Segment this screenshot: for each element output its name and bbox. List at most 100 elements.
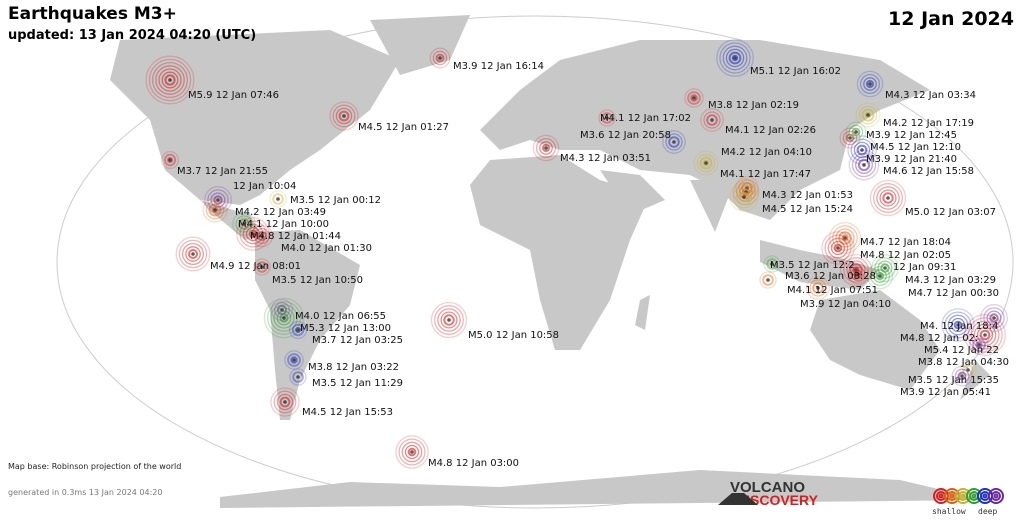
quake-label[interactable]: M3.6 12 Jan 08:28 — [785, 271, 877, 282]
quake-marker[interactable] — [232, 212, 256, 236]
quake-label[interactable]: M4.8 12 Jan 02: — [900, 333, 979, 344]
quake-marker[interactable] — [204, 186, 232, 214]
quake-marker[interactable] — [269, 190, 287, 208]
quake-marker[interactable] — [429, 47, 451, 69]
quake-marker[interactable] — [700, 108, 724, 132]
quake-marker[interactable] — [288, 320, 308, 340]
quake-marker[interactable] — [856, 70, 884, 98]
quake-marker[interactable] — [175, 236, 211, 272]
quake-label[interactable]: M5.0 12 Jan 03:07 — [905, 207, 997, 218]
quake-label[interactable]: M5.9 12 Jan 07:46 — [188, 90, 280, 101]
quake-label[interactable]: 12 Jan 10:04 — [233, 181, 297, 192]
quake-marker[interactable] — [869, 179, 907, 217]
quake-marker[interactable] — [145, 55, 195, 105]
quake-marker[interactable] — [202, 197, 228, 223]
quake-label[interactable]: M3.5 12 Jan 12:2 — [770, 260, 855, 271]
quake-label[interactable]: M4.3 12 Jan 03:34 — [885, 90, 977, 101]
quake-label[interactable]: M5.4 12 Jan 22 — [924, 345, 999, 356]
quake-label[interactable]: M4.5 12 Jan 12:10 — [870, 142, 962, 153]
quake-label[interactable]: M3.9 12 Jan 04:10 — [800, 299, 892, 310]
quake-label[interactable]: M4.1 12 Jan 07:51 — [787, 285, 879, 296]
quake-marker[interactable] — [662, 130, 686, 154]
quake-label[interactable]: M4.2 12 Jan 17:19 — [883, 118, 975, 129]
quake-label[interactable]: M4.3 12 Jan 01:53 — [762, 190, 854, 201]
quake-marker[interactable] — [684, 88, 704, 108]
quake-marker[interactable] — [270, 387, 300, 417]
quake-marker[interactable] — [828, 221, 862, 255]
quake-label[interactable]: M5.1 12 Jan 16:02 — [750, 66, 842, 77]
quake-label[interactable]: M4.3 12 Jan 03:29 — [905, 275, 997, 286]
quake-label[interactable]: M4.6 12 Jan 15:58 — [883, 166, 975, 177]
quake-label[interactable]: M4.8 12 Jan 03:00 — [428, 458, 520, 469]
quake-marker[interactable] — [821, 231, 855, 265]
quake-marker[interactable] — [866, 262, 894, 290]
quake-marker[interactable] — [289, 368, 307, 386]
quake-marker[interactable] — [430, 301, 468, 339]
quake-label[interactable]: M4.5 12 Jan 15:53 — [302, 407, 394, 418]
quake-label[interactable]: M3.8 12 Jan 04:30 — [918, 357, 1010, 368]
quake-marker[interactable] — [253, 258, 271, 276]
quake-marker[interactable] — [395, 435, 429, 469]
quake-marker[interactable] — [839, 127, 861, 149]
quake-marker[interactable] — [959, 361, 977, 379]
volcano-discovery-logo[interactable]: VOLCANO DISCOVERY — [718, 480, 818, 507]
quake-label[interactable]: 12 Jan 09:31 — [893, 262, 957, 273]
quake-label[interactable]: M4.1 12 Jan 17:02 — [600, 113, 692, 124]
quake-marker[interactable] — [845, 121, 867, 143]
quake-label[interactable]: M4.2 12 Jan 03:49 — [235, 207, 327, 218]
quake-label[interactable]: M3.7 12 Jan 21:55 — [177, 166, 269, 177]
quake-label[interactable]: M4. 12 Jan 18:4 — [920, 321, 999, 332]
quake-marker[interactable] — [759, 271, 777, 289]
quake-marker[interactable] — [263, 297, 305, 339]
quake-label[interactable]: M3.9 12 Jan 12:45 — [866, 130, 958, 141]
quake-marker[interactable] — [716, 39, 754, 77]
quake-label[interactable]: M4.8 12 Jan 02:05 — [860, 250, 952, 261]
quake-label[interactable]: M4.1 12 Jan 17:47 — [720, 169, 812, 180]
quake-marker[interactable] — [941, 308, 975, 342]
quake-label[interactable]: M5.0 12 Jan 10:58 — [468, 330, 560, 341]
quake-marker[interactable] — [951, 365, 973, 387]
quake-marker[interactable] — [847, 263, 869, 285]
quake-label[interactable]: M3.5 12 Jan 10:50 — [272, 275, 364, 286]
quake-label[interactable]: M3.9 12 Jan 05:41 — [900, 387, 992, 398]
quake-label[interactable]: M4.3 12 Jan 03:51 — [560, 153, 652, 164]
quake-marker[interactable] — [806, 276, 830, 300]
quake-label[interactable]: M4.1 12 Jan 02:26 — [725, 125, 817, 136]
quake-label[interactable]: M3.5 12 Jan 00:12 — [290, 195, 382, 206]
quake-label[interactable]: M4.0 12 Jan 01:30 — [281, 243, 373, 254]
quake-label[interactable]: M4.5 12 Jan 15:24 — [762, 204, 854, 215]
quake-marker[interactable] — [855, 102, 881, 128]
quake-marker[interactable] — [284, 350, 304, 370]
quake-label[interactable]: M3.6 12 Jan 20:58 — [580, 130, 672, 141]
quake-label[interactable]: M4.8 12 Jan 01:44 — [250, 231, 342, 242]
quake-label[interactable]: M3.7 12 Jan 03:25 — [312, 335, 404, 346]
quake-marker[interactable] — [969, 335, 989, 355]
quake-marker[interactable] — [964, 314, 1006, 356]
quake-marker[interactable] — [329, 101, 359, 131]
quake-marker[interactable] — [250, 224, 274, 248]
quake-label[interactable]: M4.9 12 Jan 08:01 — [210, 261, 302, 272]
quake-marker[interactable] — [532, 134, 560, 162]
quake-label[interactable]: M3.8 12 Jan 03:22 — [308, 362, 400, 373]
quake-label[interactable]: M4.5 12 Jan 01:27 — [358, 122, 450, 133]
quake-label[interactable]: M3.9 12 Jan 21:40 — [866, 154, 958, 165]
quake-label[interactable]: M4.0 12 Jan 06:55 — [295, 311, 387, 322]
quake-label[interactable]: M3.5 12 Jan 15:35 — [908, 375, 1000, 386]
quake-marker[interactable] — [980, 304, 1008, 332]
quake-marker[interactable] — [763, 255, 781, 273]
quake-label[interactable]: M4.1 12 Jan 10:00 — [238, 219, 330, 230]
quake-marker[interactable] — [160, 150, 180, 170]
quake-marker[interactable] — [729, 182, 759, 212]
quake-label[interactable]: M5.3 12 Jan 13:00 — [300, 323, 392, 334]
quake-label[interactable]: M4.7 12 Jan 18:04 — [860, 237, 952, 248]
quake-label[interactable]: M4.7 12 Jan 00:30 — [908, 288, 1000, 299]
quake-marker[interactable] — [839, 253, 873, 287]
quake-label[interactable]: M4.2 12 Jan 04:10 — [721, 147, 813, 158]
quake-marker[interactable] — [598, 109, 616, 127]
quake-marker[interactable] — [871, 254, 899, 282]
quake-marker[interactable] — [236, 217, 270, 251]
quake-label[interactable]: M3.5 12 Jan 11:29 — [312, 378, 404, 389]
quake-marker[interactable] — [693, 150, 719, 176]
quake-label[interactable]: M3.8 12 Jan 02:19 — [708, 100, 800, 111]
quake-label[interactable]: M3.9 12 Jan 16:14 — [453, 61, 545, 72]
